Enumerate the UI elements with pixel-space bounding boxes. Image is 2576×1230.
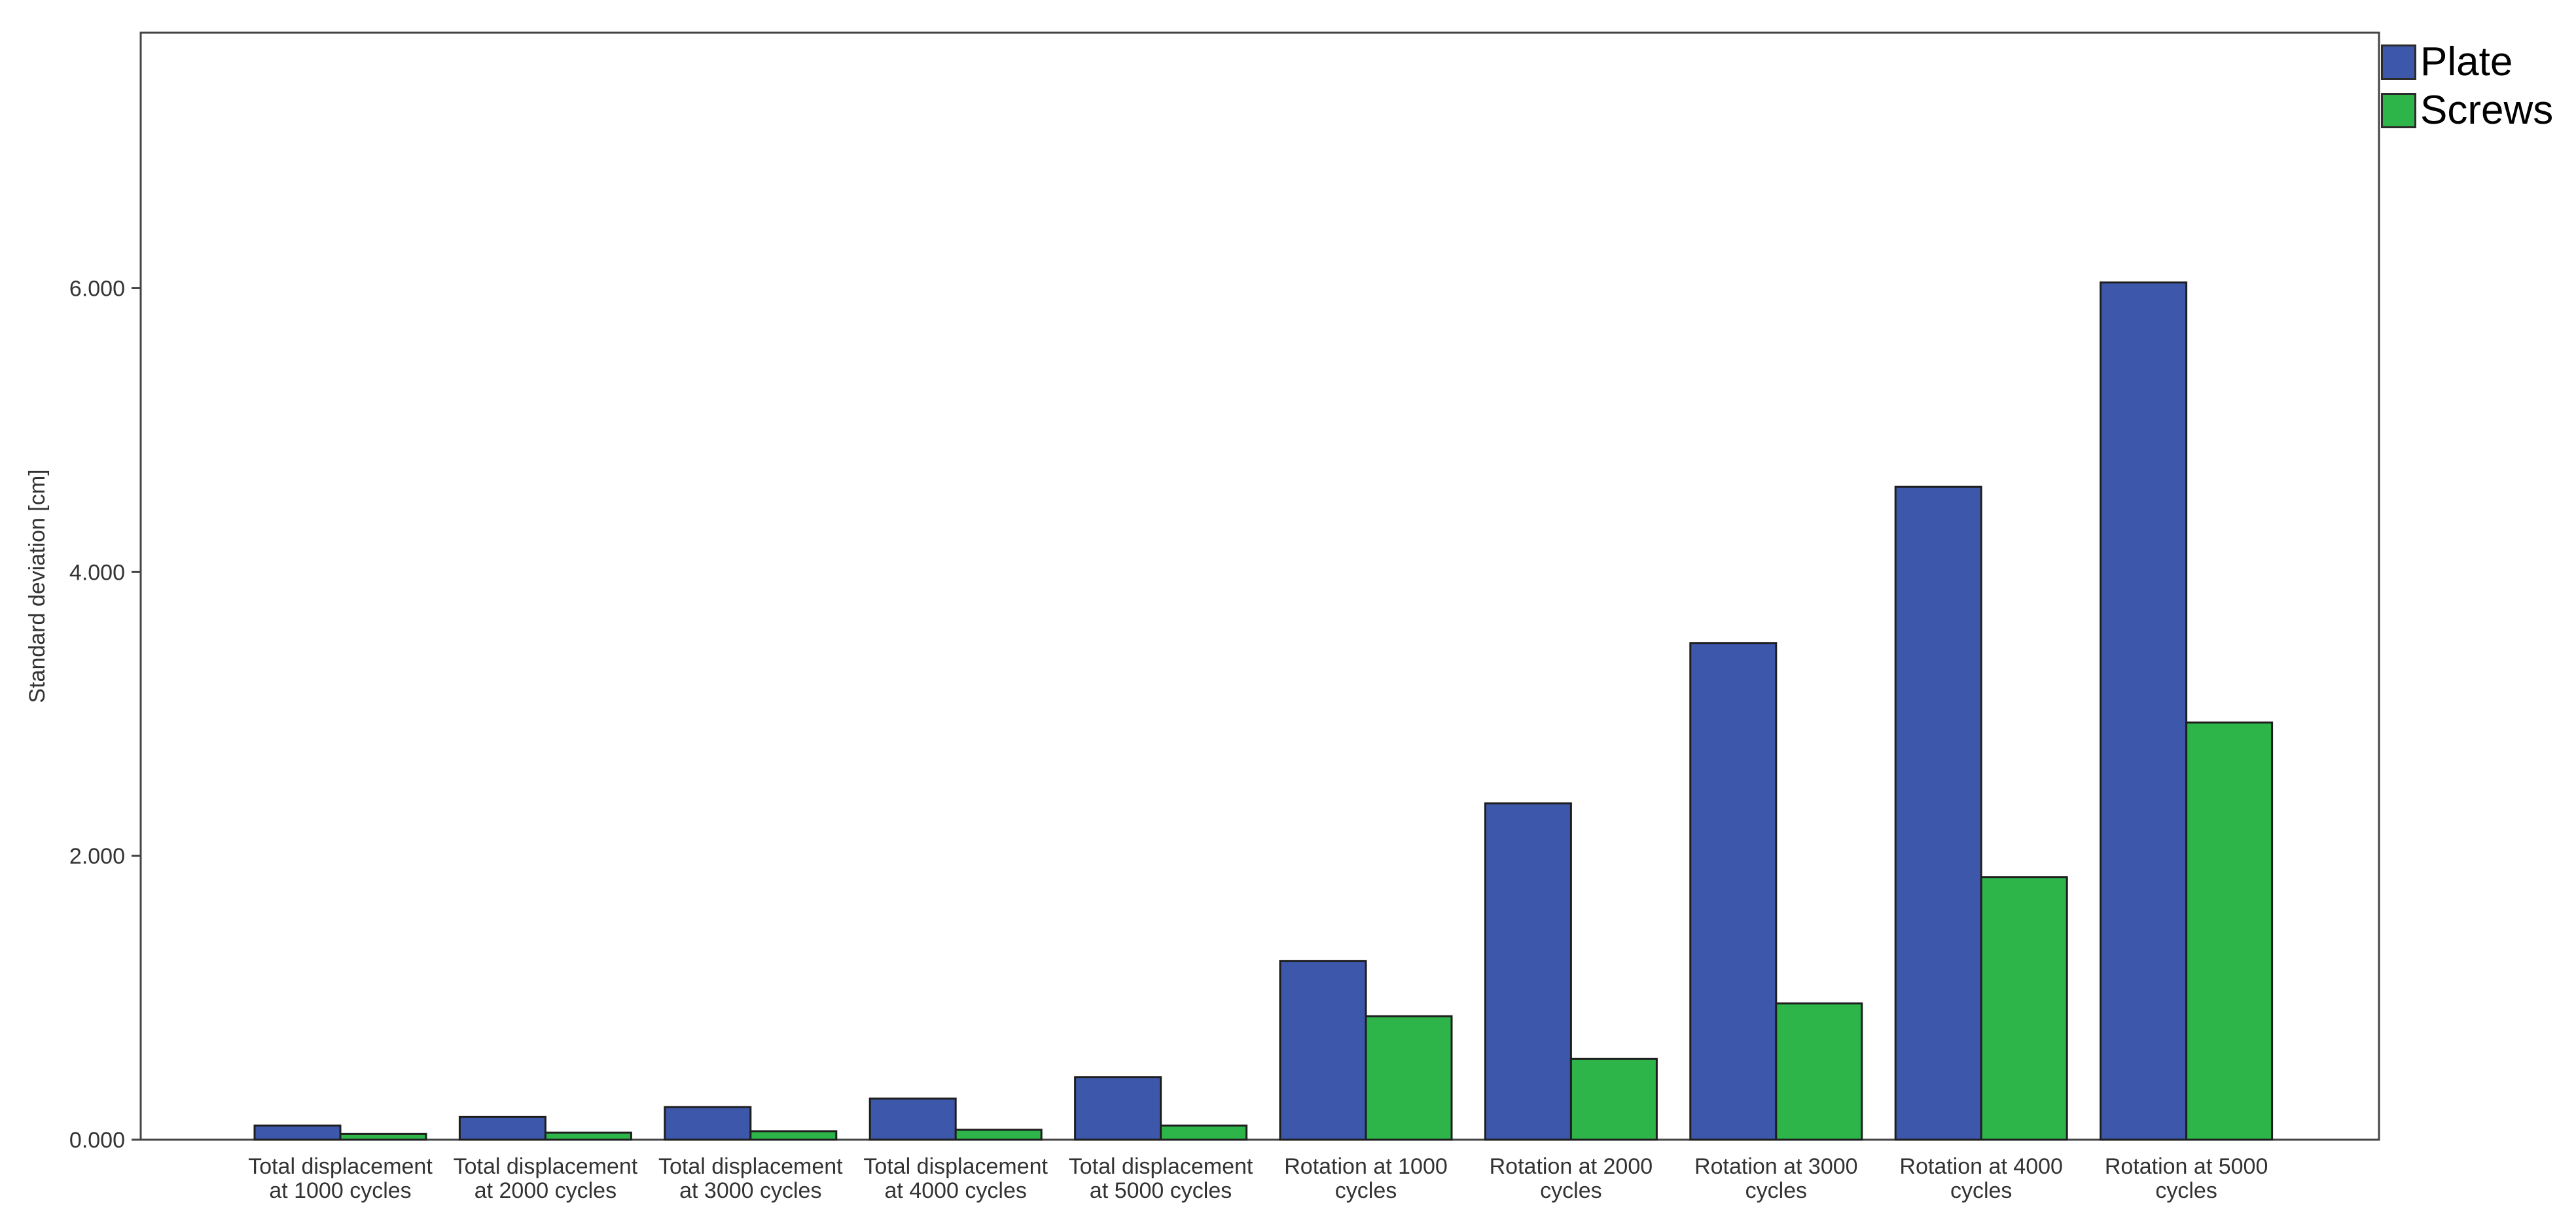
x-tick-label: Rotation at 2000 cycles <box>1490 1154 1653 1203</box>
bar-series <box>253 281 2274 1141</box>
legend-swatch-plate <box>2381 44 2416 80</box>
bar-plate <box>2100 281 2188 1141</box>
y-axis-label: Standard deviation [cm] <box>25 469 50 703</box>
bar-screws <box>544 1131 632 1141</box>
x-tick-label: Total displacement at 4000 cycles <box>863 1154 1048 1203</box>
bar-plate <box>1894 485 1982 1141</box>
legend-item-screws: Screws <box>2381 86 2553 135</box>
x-tick-label: Rotation at 1000 cycles <box>1284 1154 1448 1203</box>
legend-swatch-screws <box>2381 93 2416 128</box>
x-tick-label: Total displacement at 5000 cycles <box>1069 1154 1253 1203</box>
x-tick-label: Rotation at 4000 cycles <box>1899 1154 2063 1203</box>
bar-plate <box>664 1106 752 1141</box>
legend-label-plate: Plate <box>2420 39 2513 84</box>
bar-plate <box>253 1124 342 1141</box>
bar-plate <box>1074 1076 1162 1141</box>
bar-screws <box>2185 721 2274 1141</box>
legend: Plate Screws <box>2381 38 2553 135</box>
y-tick-label: 2.000 <box>69 844 125 869</box>
legend-item-plate: Plate <box>2381 38 2553 86</box>
x-tick-label: Total displacement at 2000 cycles <box>454 1154 638 1203</box>
x-tick-label: Rotation at 3000 cycles <box>1694 1154 1858 1203</box>
y-tick-label: 6.000 <box>69 276 125 301</box>
y-tick-label: 4.000 <box>69 560 125 585</box>
bar-plate <box>1689 642 1778 1141</box>
x-tick-label: Total displacement at 1000 cycles <box>248 1154 433 1203</box>
bar-screws <box>1160 1124 1248 1141</box>
bar-screws <box>1775 1002 1863 1141</box>
x-tick-label: Rotation at 5000 cycles <box>2105 1154 2268 1203</box>
bar-screws <box>1569 1057 1658 1141</box>
bar-screws <box>1365 1015 1453 1141</box>
y-tick-label: 0.000 <box>69 1128 125 1153</box>
bar-screws <box>954 1129 1043 1141</box>
y-axis: 0.000 2.000 4.000 6.000 <box>69 276 141 1153</box>
bar-plate <box>868 1097 957 1141</box>
bar-plate <box>458 1116 546 1141</box>
x-axis: Total displacement at 1000 cycles Total di… <box>248 1154 2268 1203</box>
bar-screws <box>1980 876 2068 1141</box>
bar-plate <box>1484 802 1572 1141</box>
x-tick-label: Total displacement at 3000 cycles <box>658 1154 843 1203</box>
bar-plate <box>1279 960 1367 1141</box>
legend-label-screws: Screws <box>2420 88 2554 133</box>
bar-screws <box>339 1133 427 1141</box>
bar-screws <box>749 1130 838 1141</box>
